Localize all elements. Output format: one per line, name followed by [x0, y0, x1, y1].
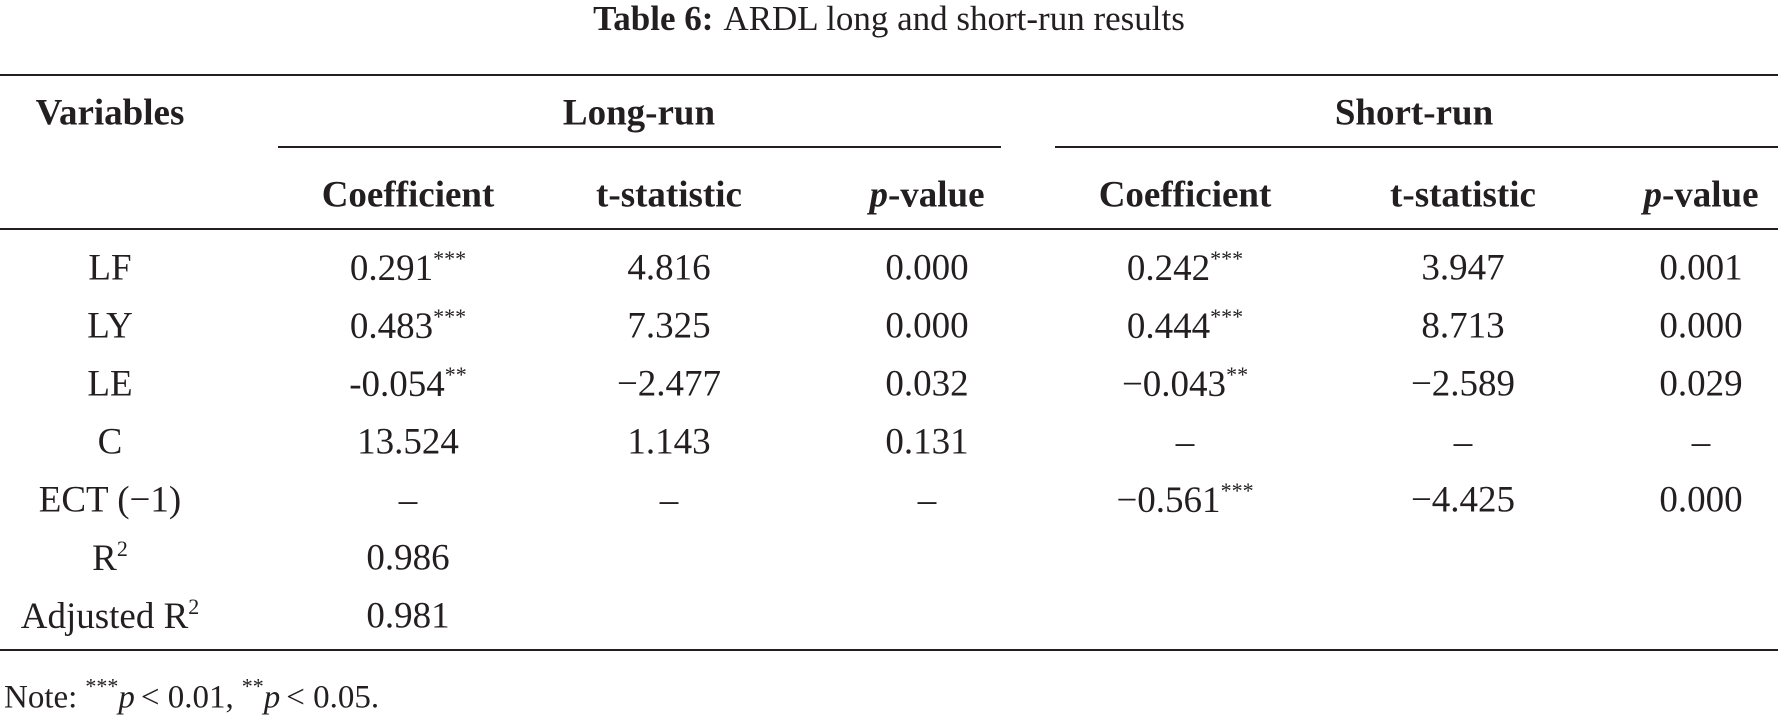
table-cell: –: [659, 479, 679, 521]
note-stars: ***: [85, 673, 119, 699]
cell-stars: ***: [1210, 304, 1244, 329]
cell-stars: ***: [433, 304, 467, 329]
variables-header: Variables: [35, 92, 185, 134]
cell-text: -0.054: [349, 364, 445, 405]
table-cell: –: [1691, 421, 1711, 463]
row-label: Adjusted R2: [21, 594, 200, 638]
cell-italic: p: [1643, 174, 1662, 216]
note-text: < 0.05.: [286, 679, 380, 716]
table-title: Table 6: ARDL long and short-run results: [593, 0, 1185, 39]
title-text: ARDL long and short-run results: [723, 0, 1185, 38]
table-cell: 0.000: [1659, 305, 1743, 347]
group-rule: [1055, 146, 1778, 148]
row-label: LE: [87, 363, 133, 405]
note-symbol: p: [118, 679, 135, 716]
table-cell: –: [1453, 421, 1473, 463]
row-label: LY: [87, 305, 133, 347]
cell-stars: **: [444, 362, 467, 387]
cell-text: 0.483: [349, 306, 434, 347]
cell-stars: ***: [1210, 246, 1244, 271]
table-cell: –: [398, 479, 418, 521]
table-cell: 0.000: [885, 305, 969, 347]
note-item: **p < 0.05.: [242, 674, 380, 716]
column-header: t-statistic: [596, 174, 742, 216]
row-label: R2: [92, 536, 128, 580]
cell-text: 0.242: [1126, 248, 1211, 289]
table-cell: 0.483***: [350, 304, 466, 348]
cell-text: −0.561: [1116, 480, 1221, 521]
cell-text: R: [92, 538, 117, 579]
cell-text: 0.444: [1126, 306, 1211, 347]
note: Note: ***p < 0.01, **p < 0.05.: [4, 674, 379, 717]
top-rule: [0, 74, 1778, 76]
cell-text: Adjusted R: [20, 596, 189, 637]
table-cell: −2.589: [1410, 363, 1516, 405]
table-cell: 8.713: [1421, 305, 1505, 347]
column-header: p-value: [869, 174, 984, 217]
table-cell: –: [1175, 421, 1195, 463]
row-label: LF: [88, 247, 132, 289]
bottom-rule: [0, 649, 1778, 651]
table-cell: 0.000: [1659, 479, 1743, 521]
table-cell: 13.524: [357, 421, 459, 463]
table-cell: −2.477: [616, 363, 722, 405]
table-cell: 4.816: [627, 247, 711, 289]
note-stars: **: [241, 673, 264, 699]
group-header: Long-run: [562, 92, 716, 134]
cell-sup: 2: [188, 594, 200, 619]
cell-text: 0.291: [349, 248, 434, 289]
table-cell: 1.143: [627, 421, 711, 463]
cell-stars: ***: [1220, 478, 1254, 503]
table-cell: 0.000: [885, 247, 969, 289]
header-rule: [0, 228, 1778, 230]
table-cell: 0.291***: [350, 246, 466, 290]
cell-text: -value: [887, 174, 985, 216]
table-cell: −0.561***: [1116, 478, 1253, 522]
table-cell: 0.032: [885, 363, 969, 405]
cell-italic: p: [869, 174, 888, 216]
group-rule: [278, 146, 1001, 148]
note-text: < 0.01,: [140, 679, 234, 716]
column-header: p-value: [1643, 174, 1758, 217]
table-cell: –: [917, 479, 937, 521]
table-cell: 0.029: [1659, 363, 1743, 405]
table-cell: 0.242***: [1127, 246, 1243, 290]
table-cell: 7.325: [627, 305, 711, 347]
title-label: Table 6:: [593, 0, 714, 38]
cell-sup: 2: [116, 536, 128, 561]
table-cell: 3.947: [1421, 247, 1505, 289]
cell-text: -value: [1661, 174, 1759, 216]
table-cell: -0.054**: [349, 362, 467, 406]
row-label: ECT (−1): [38, 479, 182, 521]
column-header: Coefficient: [1098, 174, 1272, 216]
table-cell: 0.001: [1659, 247, 1743, 289]
column-header: t-statistic: [1390, 174, 1536, 216]
table-cell: 0.981: [366, 595, 450, 637]
table-cell: 0.444***: [1127, 304, 1243, 348]
table-cell: 0.986: [366, 537, 450, 579]
note-symbol: p: [263, 679, 281, 716]
row-label: C: [97, 421, 123, 463]
cell-stars: **: [1226, 362, 1249, 387]
table-cell: −4.425: [1410, 479, 1516, 521]
column-header: Coefficient: [321, 174, 495, 216]
group-header: Short-run: [1334, 92, 1494, 134]
cell-stars: ***: [433, 246, 467, 271]
table-cell: 0.131: [885, 421, 969, 463]
table-cell: −0.043**: [1122, 362, 1248, 406]
note-item: ***p < 0.01,: [85, 674, 234, 716]
note-label: Note:: [4, 679, 78, 716]
cell-text: −0.043: [1121, 364, 1227, 405]
